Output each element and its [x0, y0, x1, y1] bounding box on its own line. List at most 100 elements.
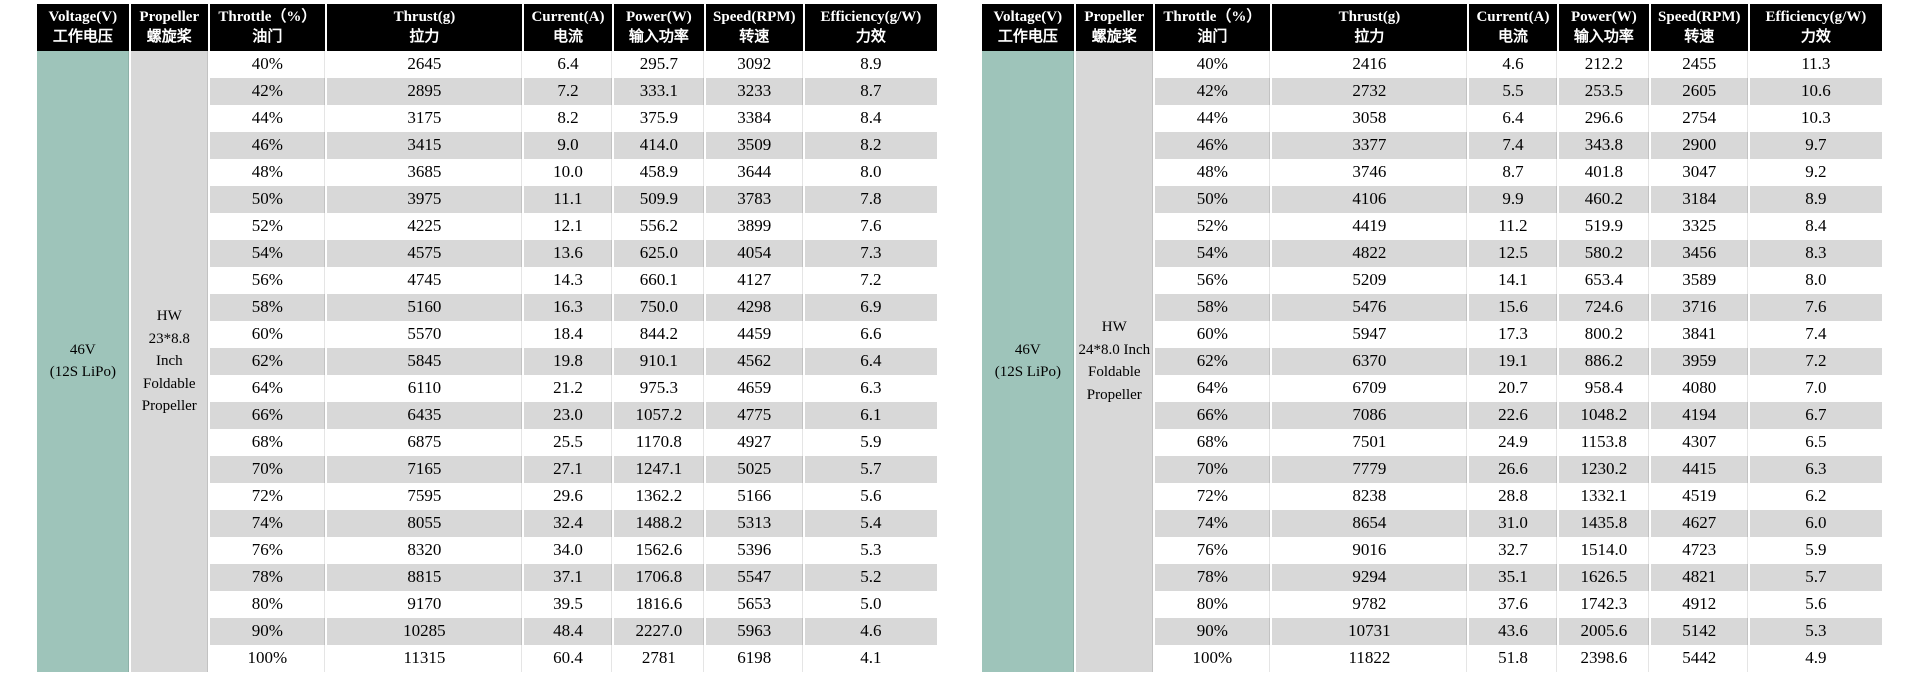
- throttle-cell: 58%: [1153, 293, 1272, 321]
- current-cell: 14.3: [522, 266, 614, 294]
- current-cell: 51.8: [1467, 644, 1559, 672]
- thrust-cell: 4575: [325, 239, 524, 267]
- table-row: 58% 5476 15.6 724.6 3716 7.6: [982, 293, 1882, 321]
- table-row: 58% 5160 16.3 750.0 4298 6.9: [37, 293, 937, 321]
- power-cell: 1562.6: [612, 536, 706, 564]
- column-header-efficiency: Efficiency(g/W) 力效: [803, 4, 937, 51]
- power-cell: 1057.2: [612, 401, 706, 429]
- speed-cell: 3047: [1649, 158, 1750, 186]
- column-header-en: Propeller: [139, 9, 200, 25]
- speed-cell: 4723: [1649, 536, 1750, 564]
- efficiency-cell: 11.3: [1801, 54, 1831, 73]
- current-cell: 31.0: [1467, 509, 1559, 537]
- throttle-cell: 80%: [1153, 590, 1272, 618]
- thrust-cell: 10731: [1270, 617, 1469, 645]
- table-row: 60% 5570 18.4 844.2 4459 6.6: [37, 320, 937, 348]
- throttle-cell: 78%: [1153, 563, 1272, 591]
- efficiency-cell: 7.8: [803, 185, 937, 213]
- current-cell: 5.5: [1467, 77, 1559, 105]
- table-row: 72% 7595 29.6 1362.2 5166 5.6: [37, 482, 937, 510]
- throttle-cell: 72%: [1153, 482, 1272, 510]
- column-header-zh: 电流: [1497, 29, 1528, 46]
- throttle-cell: 40%: [1153, 50, 1272, 78]
- speed-cell: 4627: [1649, 509, 1750, 537]
- table-row: 48% 3746 8.7 401.8 3047 9.2: [982, 158, 1882, 186]
- table-row: 44% 3175 8.2 375.9 3384 8.4: [37, 104, 937, 132]
- column-header-voltage: Voltage(V) 工作电压: [37, 4, 131, 51]
- column-header-zh: 油门: [252, 29, 283, 46]
- efficiency-cell: 8.0: [1805, 270, 1827, 290]
- current-cell: 22.6: [1467, 401, 1559, 429]
- table-row: 56% 4745 14.3 660.1 4127 7.2: [37, 266, 937, 294]
- current-cell: 37.6: [1467, 590, 1559, 618]
- power-cell: 750.0: [612, 293, 706, 321]
- column-header-en: Thrust(g): [393, 9, 456, 25]
- thrust-cell: 3415: [325, 131, 524, 159]
- power-cell: 886.2: [1557, 347, 1651, 375]
- current-cell: 21.2: [522, 374, 614, 402]
- speed-cell: 4054: [704, 239, 805, 267]
- speed-cell: 4519: [1649, 482, 1750, 510]
- efficiency-cell: 5.9: [860, 432, 882, 452]
- thrust-table-left: Voltage(V) 工作电压 Propeller 螺旋桨 Throttle（%） 油门 T…: [37, 4, 937, 672]
- thrust-cell: 7595: [325, 482, 524, 510]
- thrust-cell: 7779: [1270, 455, 1469, 483]
- thrust-cell: 3685: [325, 158, 524, 186]
- table-row: 48% 3685 10.0 458.9 3644 8.0: [37, 158, 937, 186]
- table-row: 56% 5209 14.1 653.4 3589 8.0: [982, 266, 1882, 294]
- efficiency-cell: 5.4: [803, 509, 937, 537]
- efficiency-cell: 5.0: [860, 594, 882, 614]
- table-row: 54% 4575 13.6 625.0 4054 7.3: [37, 239, 937, 267]
- column-header-propeller: Propeller 螺旋桨: [1074, 4, 1155, 51]
- throttle-cell: 90%: [208, 617, 327, 645]
- column-header-power: Power(W) 输入功率: [612, 4, 706, 51]
- column-header-thrust: Thrust(g) 拉力: [1270, 4, 1469, 51]
- power-cell: 1247.1: [612, 455, 706, 483]
- current-cell: 34.0: [522, 536, 614, 564]
- column-header-en: Propeller: [1084, 9, 1145, 25]
- efficiency-cell: 5.6: [860, 486, 882, 506]
- power-cell: 1362.2: [612, 482, 706, 510]
- throttle-cell: 50%: [1153, 185, 1272, 213]
- current-cell: 19.1: [1467, 347, 1559, 375]
- speed-cell: 2900: [1649, 131, 1750, 159]
- speed-cell: 5313: [704, 509, 805, 537]
- thrust-cell: 3058: [1270, 104, 1469, 132]
- throttle-cell: 56%: [208, 266, 327, 294]
- table-row: 64% 6110 21.2 975.3 4659 6.3: [37, 374, 937, 402]
- power-cell: 660.1: [612, 266, 706, 294]
- throttle-cell: 76%: [1153, 536, 1272, 564]
- speed-cell: 5963: [704, 617, 805, 645]
- speed-cell: 5653: [704, 590, 805, 618]
- throttle-cell: 68%: [1153, 428, 1272, 456]
- current-cell: 9.0: [522, 131, 614, 159]
- current-cell: 24.9: [1467, 428, 1559, 456]
- current-cell: 4.6: [1467, 50, 1559, 78]
- power-cell: 1170.8: [612, 428, 706, 456]
- speed-cell: 5142: [1649, 617, 1750, 645]
- speed-cell: 3959: [1649, 347, 1750, 375]
- current-cell: 25.5: [522, 428, 614, 456]
- table-row: 72% 8238 28.8 1332.1 4519 6.2: [982, 482, 1882, 510]
- voltage-cell: 46V (12S LiPo): [37, 50, 131, 672]
- column-header-zh: 力效: [1800, 29, 1831, 46]
- column-header-en: Speed(RPM): [1658, 9, 1741, 25]
- efficiency-cell: 5.2: [803, 563, 937, 591]
- propeller-cell: HW 24*8.0 Inch Foldable Propeller: [1074, 50, 1155, 672]
- table-row: 52% 4225 12.1 556.2 3899 7.6: [37, 212, 937, 240]
- throttle-cell: 62%: [1153, 347, 1272, 375]
- throttle-cell: 54%: [1153, 239, 1272, 267]
- table-row: 62% 6370 19.1 886.2 3959 7.2: [982, 347, 1882, 375]
- power-cell: 625.0: [612, 239, 706, 267]
- table-row: 70% 7779 26.6 1230.2 4415 6.3: [982, 455, 1882, 483]
- throttle-cell: 50%: [208, 185, 327, 213]
- table-row: 90% 10285 48.4 2227.0 5963 4.6: [37, 617, 937, 645]
- speed-cell: 3233: [704, 77, 805, 105]
- table-row: 46% 3377 7.4 343.8 2900 9.7: [982, 131, 1882, 159]
- column-header-en: Efficiency(g/W): [1765, 9, 1867, 25]
- current-cell: 9.9: [1467, 185, 1559, 213]
- power-cell: 800.2: [1557, 320, 1651, 348]
- thrust-cell: 7501: [1270, 428, 1469, 456]
- current-cell: 7.2: [522, 77, 614, 105]
- thrust-cell: 4225: [325, 212, 524, 240]
